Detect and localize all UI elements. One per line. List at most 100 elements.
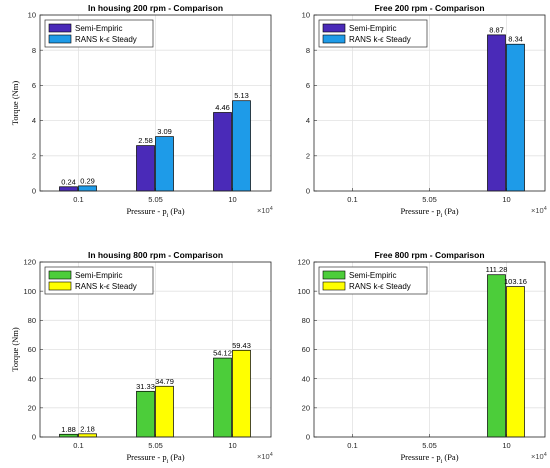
bar-1 <box>213 357 232 438</box>
legend: Semi-Empiric RANS k-ϵ Steady <box>318 19 428 48</box>
legend-label-1: Semi-Empiric <box>349 271 397 280</box>
x-tick-label: 10 <box>502 441 510 450</box>
bar-2 <box>155 385 174 438</box>
data-label: 31.33 <box>136 382 155 391</box>
axes-frame <box>313 261 546 438</box>
y-tick-label: 4 <box>32 116 36 125</box>
y-tick-label: 6 <box>32 81 36 90</box>
bar-1 <box>136 390 155 438</box>
bar-2 <box>232 100 251 192</box>
x-axis-multiplier: ×104 <box>531 452 547 461</box>
data-label: 2.18 <box>80 424 95 433</box>
bar-2 <box>232 349 251 438</box>
chart-3: 0 20 40 60 80 100 120 0.1 1.88 2.18 5.05 31.3334.79… <box>10 250 273 465</box>
x-tick-label: 5.05 <box>148 441 163 450</box>
x-tick-label: 5.05 <box>148 195 163 204</box>
x-axis-label: Pressure - pi (Pa) <box>126 452 184 465</box>
legend-label-2: RANS k-ϵ Steady <box>75 35 137 44</box>
bar-1 <box>487 274 506 438</box>
y-tick-label: 8 <box>306 46 310 55</box>
data-label: 1.88 <box>61 425 76 434</box>
axes-frame <box>313 14 546 192</box>
y-tick-label: 0 <box>32 433 36 442</box>
y-tick-label: 0 <box>32 187 36 196</box>
x-tick-label: 5.05 <box>422 195 437 204</box>
data-label: 103.16 <box>504 277 527 286</box>
data-label: 8.34 <box>508 35 523 44</box>
y-tick-label: 60 <box>28 345 36 354</box>
data-label: 8.87 <box>489 25 504 34</box>
legend-swatch-2 <box>48 281 72 291</box>
legend-label-1: Semi-Empiric <box>75 271 123 280</box>
legend: Semi-Empiric RANS k-ϵ Steady <box>318 266 428 295</box>
x-tick-label: 10 <box>502 195 510 204</box>
y-tick-label: 0 <box>306 187 310 196</box>
y-tick-label: 60 <box>302 345 310 354</box>
y-tick-label: 4 <box>306 116 310 125</box>
x-tick-label: 0.1 <box>73 441 83 450</box>
y-tick-label: 6 <box>306 81 310 90</box>
legend-swatch-2 <box>322 34 346 44</box>
bar-1 <box>59 433 78 438</box>
legend: Semi-Empiric RANS k-ϵ Steady <box>44 19 154 48</box>
chart-title: Free 200 rpm - Comparison <box>374 3 484 13</box>
bar-2 <box>506 286 525 438</box>
chart-title: In housing 800 rpm - Comparison <box>88 250 223 260</box>
x-axis-label: Pressure - pi (Pa) <box>400 452 458 465</box>
legend-label-1: Semi-Empiric <box>349 24 397 33</box>
bar-2 <box>155 136 174 192</box>
bar-1 <box>213 112 232 192</box>
bar-1 <box>487 34 506 192</box>
x-tick-label: 0.1 <box>347 441 357 450</box>
legend-label-2: RANS k-ϵ Steady <box>349 282 411 291</box>
axes-frame <box>39 14 272 192</box>
legend: Semi-Empiric RANS k-ϵ Steady <box>44 266 154 295</box>
y-tick-label: 80 <box>28 316 36 325</box>
y-axis-label: Torque (Nm) <box>10 327 20 372</box>
y-tick-label: 20 <box>28 403 36 412</box>
bar-2 <box>78 433 97 438</box>
data-label: 2.58 <box>138 136 153 145</box>
chart-2: 0 2 4 6 8 10 0.1 5.05 10 8.87 8.34 Free 200 rpm - C… <box>302 3 547 219</box>
legend-swatch-1 <box>48 23 72 33</box>
y-tick-label: 100 <box>23 287 36 296</box>
legend-label-1: Semi-Empiric <box>75 24 123 33</box>
legend-swatch-2 <box>48 34 72 44</box>
chart-1: 0 2 4 6 8 10 0.1 0.24 0.29 5.05 2.58 3.09 10 4.46 5.13… <box>10 3 273 219</box>
y-tick-label: 20 <box>302 403 310 412</box>
data-label: 34.79 <box>155 377 174 386</box>
y-tick-label: 2 <box>32 151 36 160</box>
bar-2 <box>506 43 525 192</box>
data-label: 5.13 <box>234 91 249 100</box>
y-axis-label: Torque (Nm) <box>10 81 20 126</box>
x-tick-label: 0.1 <box>73 195 83 204</box>
y-tick-label: 10 <box>302 11 310 20</box>
x-tick-label: 10 <box>228 441 236 450</box>
x-axis-multiplier: ×104 <box>257 206 273 215</box>
y-tick-label: 80 <box>302 316 310 325</box>
data-label: 54.12 <box>213 349 232 358</box>
legend-swatch-2 <box>322 281 346 291</box>
y-tick-label: 10 <box>28 11 36 20</box>
bar-2 <box>78 185 97 192</box>
bar-1 <box>136 145 155 192</box>
x-tick-label: 5.05 <box>422 441 437 450</box>
data-label: 111.28 <box>486 265 508 274</box>
y-tick-label: 2 <box>306 151 310 160</box>
x-axis-multiplier: ×104 <box>531 206 547 215</box>
legend-swatch-1 <box>322 270 346 280</box>
chart-title: Free 800 rpm - Comparison <box>374 250 484 260</box>
chart-4: 0 20 40 60 80 100 120 0.1 5.05 10 111.28 103.16 Free… <box>297 250 546 465</box>
legend-swatch-1 <box>322 23 346 33</box>
y-tick-label: 0 <box>306 433 310 442</box>
chart-title: In housing 200 rpm - Comparison <box>88 3 223 13</box>
legend-label-2: RANS k-ϵ Steady <box>349 35 411 44</box>
x-tick-label: 10 <box>228 195 236 204</box>
y-tick-label: 100 <box>297 287 310 296</box>
data-label: 0.29 <box>80 176 95 185</box>
y-tick-label: 40 <box>28 374 36 383</box>
axes-frame <box>39 261 272 438</box>
data-label: 3.09 <box>157 127 172 136</box>
bar-1 <box>59 186 78 192</box>
